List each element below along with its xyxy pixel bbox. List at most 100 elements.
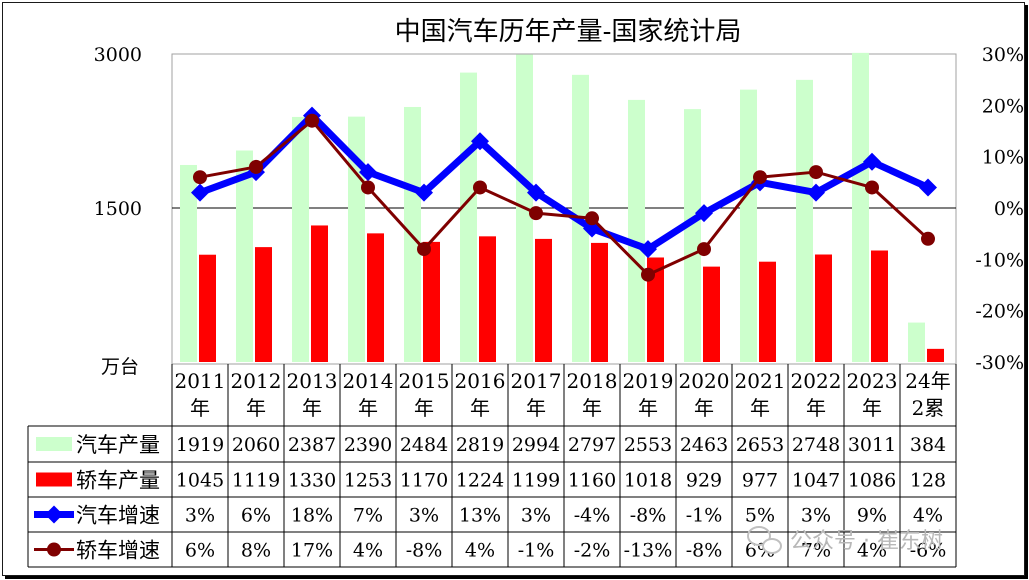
y-tick-label: 1500	[94, 198, 142, 220]
x-tick-label: 年	[862, 396, 882, 420]
wechat-icon	[747, 526, 782, 554]
point-car-growth	[641, 267, 655, 282]
legend-label: 汽车产量	[76, 433, 160, 457]
data-label: -8%	[406, 540, 443, 562]
x-tick-label: 2016	[455, 369, 506, 393]
bar-car-production	[927, 348, 944, 362]
y2-tick-label: -10%	[975, 249, 1024, 271]
data-label: 9%	[857, 505, 887, 527]
y2-tick-label: 30%	[982, 44, 1024, 66]
y2-tick-label: -30%	[975, 352, 1024, 374]
point-car-growth	[473, 180, 487, 195]
x-tick-label: 2019	[623, 369, 674, 393]
data-label: 1119	[232, 470, 280, 492]
bar-car-production	[311, 225, 328, 362]
x-tick-label: 2013	[287, 369, 338, 393]
point-total-growth	[639, 240, 657, 259]
x-tick-label: 2累	[912, 396, 945, 420]
data-label: 1199	[512, 470, 560, 492]
x-tick-label: 年	[190, 396, 210, 420]
data-label: -6%	[910, 540, 947, 562]
watermark: 公众号 · 崔东树	[747, 526, 943, 554]
data-label: 4%	[353, 540, 383, 562]
point-car-growth	[305, 113, 319, 128]
legend-marker	[45, 505, 63, 524]
data-label: 18%	[291, 505, 333, 527]
data-label: -13%	[624, 540, 673, 562]
point-car-growth	[417, 242, 431, 257]
x-tick-label: 年	[694, 396, 714, 420]
watermark-text: 公众号 · 崔东树	[790, 529, 943, 554]
data-label: 8%	[241, 540, 271, 562]
bar-total-production	[628, 99, 645, 362]
point-total-growth	[415, 183, 433, 202]
x-tick-label: 2023	[847, 369, 898, 393]
data-label: 6%	[241, 505, 271, 527]
bar-total-production	[908, 322, 925, 362]
legend-item: 汽车产量	[36, 433, 160, 457]
data-label: -2%	[574, 540, 611, 562]
data-label: -1%	[518, 540, 555, 562]
x-tick-label: 年	[470, 396, 490, 420]
point-car-growth	[529, 206, 543, 221]
data-label: 2994	[512, 434, 560, 456]
data-label: 1047	[792, 470, 840, 492]
legend-item: 轿车增速	[34, 539, 160, 563]
y2-tick-label: -20%	[975, 301, 1024, 323]
bar-car-production	[255, 247, 272, 362]
point-car-growth	[921, 231, 935, 246]
chart-title: 中国汽车历年产量-国家统计局	[395, 17, 742, 47]
bar-car-production	[535, 238, 552, 362]
data-label: 128	[910, 470, 946, 492]
data-label: 1086	[848, 470, 896, 492]
data-label: 1224	[456, 470, 504, 492]
data-label: 6%	[185, 540, 215, 562]
data-label: 1330	[288, 470, 336, 492]
y-axis-label: 万台	[101, 356, 139, 378]
bar-car-production	[815, 254, 832, 362]
data-label: 929	[686, 470, 722, 492]
data-label: 4%	[913, 505, 943, 527]
bar-total-production	[180, 164, 197, 362]
x-tick-label: 2017	[511, 369, 562, 393]
bar-car-production	[759, 261, 776, 362]
data-label: 2797	[568, 434, 616, 456]
data-label: 3%	[521, 505, 551, 527]
bar-total-production	[740, 89, 757, 362]
x-tick-label: 2011	[175, 369, 226, 393]
series-line-total-growth	[198, 112, 930, 253]
bar-total-production	[460, 72, 477, 362]
data-label: -8%	[686, 540, 723, 562]
data-label: 4%	[465, 540, 495, 562]
data-label: 2819	[456, 434, 504, 456]
x-tick-label: 年	[526, 396, 546, 420]
data-label: 2387	[288, 434, 336, 456]
bar-total-production	[852, 52, 869, 362]
data-label: 1253	[344, 470, 392, 492]
x-tick-label: 2015	[399, 369, 450, 393]
point-total-growth	[471, 132, 489, 151]
x-tick-label: 年	[414, 396, 434, 420]
data-label: -4%	[574, 505, 611, 527]
point-car-growth	[361, 180, 375, 195]
point-total-growth	[191, 183, 209, 202]
x-tick-label: 2014	[343, 369, 394, 393]
x-tick-label: 年	[302, 396, 322, 420]
data-label: 977	[742, 470, 778, 492]
point-car-growth	[249, 159, 263, 174]
point-total-growth	[359, 163, 377, 182]
y-tick-label: 3000	[94, 44, 142, 66]
bar-car-production	[199, 254, 216, 362]
point-car-growth	[753, 170, 767, 185]
data-label: 2060	[232, 434, 280, 456]
bar-car-production	[647, 257, 664, 362]
point-total-growth	[919, 178, 937, 197]
data-label: 2748	[792, 434, 840, 456]
legend-marker	[47, 542, 61, 557]
bar-car-production	[703, 266, 720, 362]
data-label: 2553	[624, 434, 672, 456]
y2-tick-label: 20%	[982, 95, 1024, 117]
x-tick-label: 2020	[679, 369, 730, 393]
data-label: 1919	[176, 434, 224, 456]
